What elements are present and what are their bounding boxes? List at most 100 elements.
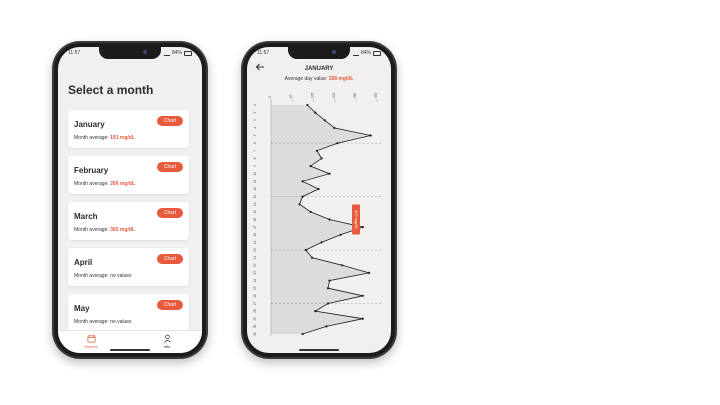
y-tick-label: 3 bbox=[253, 119, 257, 121]
y-tick-label: 7 bbox=[253, 150, 257, 152]
data-point bbox=[315, 149, 318, 152]
y-tick-label: 26 bbox=[253, 294, 257, 298]
tab-bar: Months Info bbox=[58, 330, 202, 353]
y-tick-label: 10 bbox=[253, 172, 257, 176]
data-point bbox=[328, 172, 331, 175]
y-tick-label: 31 bbox=[253, 332, 257, 336]
x-tick-label: 269 bbox=[353, 92, 357, 98]
chart-screen: 11:57 84% JANUARY Average day value: 258… bbox=[247, 47, 391, 353]
month-card-february[interactable]: February Month average: 266 mg/dL Chart bbox=[68, 156, 189, 194]
chart-button[interactable]: Chart bbox=[157, 162, 183, 172]
chart-button[interactable]: Chart bbox=[157, 254, 183, 264]
data-point bbox=[333, 126, 336, 129]
y-tick-label: 21 bbox=[253, 256, 257, 260]
data-point bbox=[336, 142, 339, 145]
tooltip-label: 302 mg/dL bbox=[354, 210, 359, 230]
y-tick-label: 12 bbox=[253, 187, 257, 191]
data-point bbox=[368, 271, 371, 274]
data-point bbox=[301, 332, 304, 336]
month-name: April bbox=[74, 258, 93, 267]
y-tick-label: 13 bbox=[253, 195, 257, 199]
y-tick-label: 6 bbox=[253, 142, 257, 144]
signal-icon bbox=[352, 51, 359, 56]
y-tick-label: 30 bbox=[253, 324, 257, 328]
data-point bbox=[301, 195, 304, 198]
y-tick-label: 20 bbox=[253, 248, 257, 252]
data-point bbox=[361, 294, 364, 297]
x-tick-label: 202 bbox=[332, 92, 336, 98]
tab-info[interactable]: Info bbox=[152, 334, 182, 349]
tab-info-label: Info bbox=[163, 344, 171, 349]
month-name: May bbox=[74, 304, 90, 313]
battery-percent: 84% bbox=[360, 50, 371, 56]
y-tick-label: 15 bbox=[253, 210, 257, 214]
data-point bbox=[314, 310, 317, 313]
area-fill bbox=[271, 105, 371, 334]
month-average: Month average: no values bbox=[74, 319, 132, 325]
month-average: Month average: 365 mg/dL bbox=[74, 227, 135, 233]
month-average: Month average: 266 mg/dL bbox=[74, 181, 135, 187]
data-point bbox=[339, 233, 342, 236]
data-point bbox=[309, 210, 312, 213]
data-point bbox=[325, 325, 328, 328]
y-tick-label: 22 bbox=[253, 263, 257, 267]
data-point bbox=[328, 279, 331, 282]
month-name: March bbox=[74, 212, 98, 221]
battery-icon bbox=[373, 50, 381, 56]
chart-title: JANUARY bbox=[304, 66, 334, 72]
y-tick-label: 19 bbox=[253, 240, 257, 244]
y-tick-label: 18 bbox=[253, 233, 257, 237]
data-point bbox=[311, 256, 314, 259]
y-tick-label: 8 bbox=[253, 157, 257, 159]
data-point bbox=[328, 218, 331, 221]
data-point bbox=[361, 226, 364, 229]
data-point bbox=[301, 180, 304, 183]
battery-percent: 84% bbox=[171, 50, 182, 56]
status-time: 11:57 bbox=[257, 50, 270, 56]
tooltip-box bbox=[352, 204, 360, 235]
data-point bbox=[317, 187, 320, 191]
x-tick-label: 67 bbox=[289, 94, 293, 98]
y-tick-label: 1 bbox=[253, 104, 257, 106]
month-name: February bbox=[74, 166, 109, 175]
page-title: Select a month bbox=[68, 83, 154, 97]
x-tick-label: 135 bbox=[311, 92, 315, 98]
month-card-april[interactable]: April Month average: no values Chart bbox=[68, 248, 189, 286]
status-time: 11:57 bbox=[68, 50, 81, 56]
month-average: Month average: 191 mg/dL bbox=[74, 135, 135, 141]
y-tick-label: 14 bbox=[253, 202, 257, 206]
y-tick-label: 9 bbox=[253, 165, 257, 167]
y-tick-label: 25 bbox=[253, 286, 257, 290]
month-card-may[interactable]: May Month average: no values Chart bbox=[68, 294, 189, 332]
y-tick-label: 17 bbox=[253, 225, 257, 229]
month-average: Month average: no values bbox=[74, 273, 132, 279]
y-tick-label: 2 bbox=[253, 112, 257, 114]
phone-chart: 11:57 84% JANUARY Average day value: 258… bbox=[241, 41, 397, 359]
x-tick-label: 335 bbox=[374, 92, 378, 98]
data-point bbox=[306, 103, 309, 107]
signal-icon bbox=[163, 51, 170, 56]
home-indicator bbox=[110, 349, 150, 351]
data-point bbox=[320, 157, 323, 160]
chart-button[interactable]: Chart bbox=[157, 300, 183, 310]
notch bbox=[99, 47, 161, 59]
month-card-january[interactable]: January Month average: 191 mg/dL Chart bbox=[68, 110, 189, 148]
tab-months[interactable]: Months bbox=[76, 334, 106, 349]
month-card-march[interactable]: March Month average: 365 mg/dL Chart bbox=[68, 202, 189, 240]
months-screen: 11:57 84% Select a month January Month a… bbox=[58, 47, 202, 353]
chart-button[interactable]: Chart bbox=[157, 116, 183, 126]
chart-button[interactable]: Chart bbox=[157, 208, 183, 218]
notch bbox=[288, 47, 350, 59]
person-icon bbox=[163, 334, 171, 343]
month-name: January bbox=[74, 120, 105, 129]
y-tick-label: 5 bbox=[253, 134, 257, 136]
y-tick-label: 24 bbox=[253, 279, 257, 283]
y-tick-label: 11 bbox=[253, 179, 257, 183]
x-tick-label: 0 bbox=[268, 96, 272, 98]
phone-months: 11:57 84% Select a month January Month a… bbox=[52, 41, 208, 359]
back-arrow-icon[interactable] bbox=[255, 62, 265, 72]
data-point bbox=[326, 302, 330, 305]
y-tick-label: 4 bbox=[253, 127, 257, 129]
average-day-value: Average day value: 258 mg/dL bbox=[284, 76, 354, 82]
data-point bbox=[326, 287, 330, 290]
